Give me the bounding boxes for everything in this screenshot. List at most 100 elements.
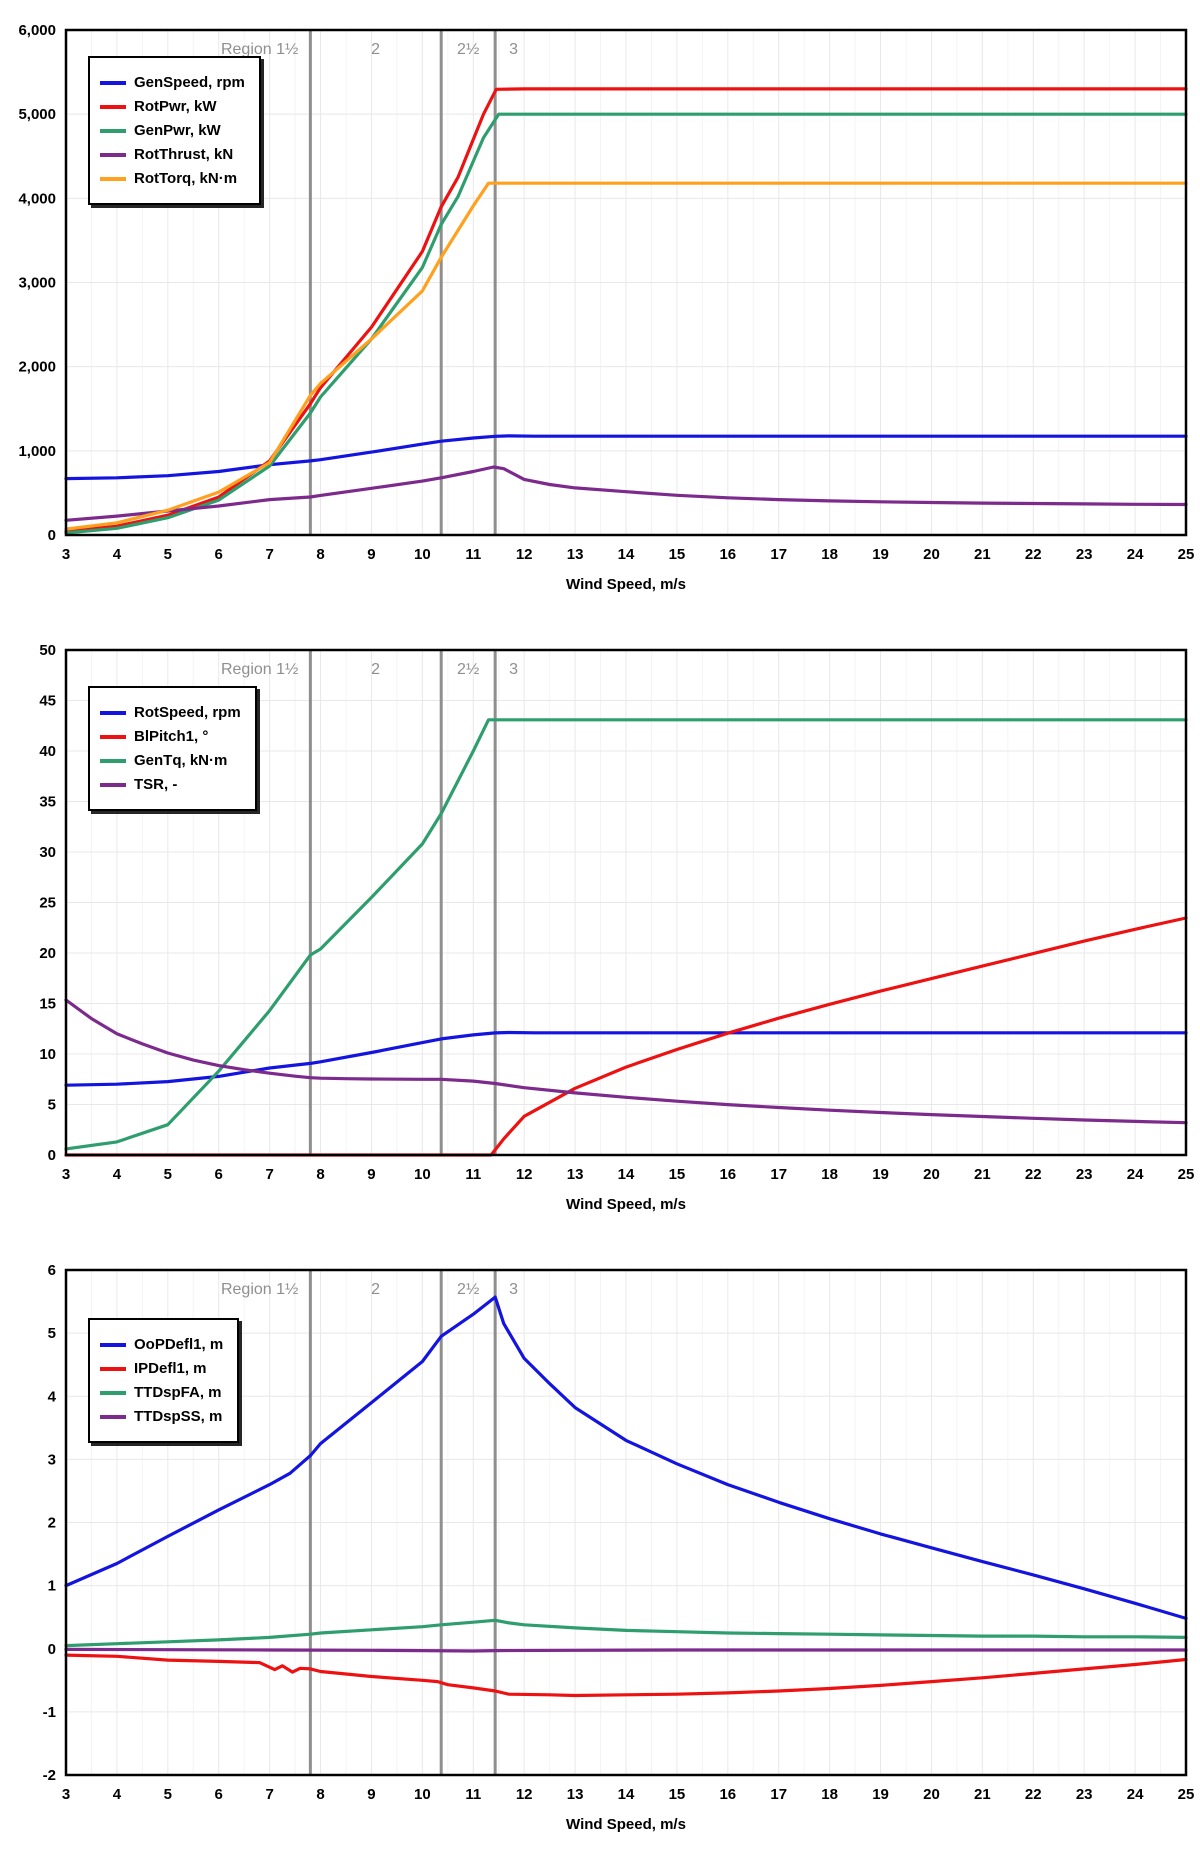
legend-swatch-OoPDefl1 [100, 1342, 126, 1347]
x-tick-label: 12 [516, 1786, 533, 1803]
legend-swatch-TTDspFA [100, 1390, 126, 1395]
legend-swatch-GenSpeed [100, 80, 126, 85]
y-tick-label: 4,000 [18, 190, 56, 207]
x-tick-label: 16 [719, 1786, 736, 1803]
x-tick-label: 18 [821, 1786, 838, 1803]
plot-border [64, 1268, 1188, 1777]
x-tick-label: 25 [1178, 1786, 1195, 1803]
legend-label-GenPwr: GenPwr, kW [134, 122, 221, 139]
x-tick-label: 18 [821, 1166, 838, 1183]
series-RotPwr [64, 87, 1188, 534]
x-tick-label: 10 [414, 546, 431, 563]
legend-swatch-RotTorq [100, 176, 126, 181]
legend-swatch-GenTq [100, 758, 126, 763]
x-tick-label: 23 [1076, 1786, 1093, 1803]
x-tick-label: 7 [265, 546, 273, 563]
x-tick-label: 19 [872, 1166, 889, 1183]
chart-1-legend: GenSpeed, rpm RotPwr, kW GenPwr, kW RotThru… [88, 56, 261, 205]
region-label: Region 1½ [221, 661, 298, 678]
legend-label-BlPitch1: BlPitch1, ° [134, 728, 209, 745]
x-tick-label: 21 [974, 1166, 991, 1183]
y-tick-label: 5 [48, 1325, 56, 1342]
x-tick-label: 20 [923, 546, 940, 563]
region-label: 3 [509, 1281, 518, 1298]
y-tick-label: 4 [48, 1388, 57, 1405]
x-tick-label: 14 [618, 1786, 635, 1803]
x-tick-label: 23 [1076, 546, 1093, 563]
x-tick-label: 24 [1127, 1166, 1144, 1183]
legend-label-TTDspSS: TTDspSS, m [134, 1408, 223, 1425]
x-tick-label: 11 [465, 1166, 481, 1183]
legend-label-RotPwr: RotPwr, kW [134, 98, 217, 115]
chart-deflections: -2 -1 0 1 2 3 4 5 6 3 4 5 6 7 8 9 10 11 12 13 14 15 16 17 18 19 20… [0, 1240, 1200, 1860]
series-BlPitch1 [64, 916, 1188, 1157]
x-tick-label: 7 [265, 1166, 273, 1183]
legend-swatch-RotThrust [100, 152, 126, 157]
y-tick-label: 10 [39, 1046, 56, 1063]
x-tick-label: 11 [465, 1786, 481, 1803]
legend-label-GenSpeed: GenSpeed, rpm [134, 74, 245, 91]
legend-item-GenSpeed: GenSpeed, rpm [100, 74, 245, 91]
y-tick-label: 2,000 [18, 359, 56, 376]
x-tick-label: 15 [669, 1786, 686, 1803]
legend-swatch-TTDspSS [100, 1414, 126, 1419]
x-tick-label: 21 [974, 1786, 991, 1803]
x-tick-label: 12 [516, 1166, 533, 1183]
legend-swatch-IPDefl1 [100, 1366, 126, 1371]
series-RotSpeed [64, 1030, 1188, 1087]
series-GenSpeed [64, 434, 1188, 481]
x-tick-label: 8 [316, 1166, 324, 1183]
y-tick-label: 0 [48, 1147, 56, 1164]
legend-item-BlPitch1: BlPitch1, ° [100, 728, 241, 745]
x-tick-label: 3 [62, 1786, 70, 1803]
region-label: Region 1½ [221, 41, 298, 58]
x-tick-label: 16 [719, 546, 736, 563]
y-tick-label: 2 [48, 1515, 56, 1532]
x-tick-label: 24 [1127, 546, 1144, 563]
region-label: 3 [509, 661, 518, 678]
series-TTDspFA [64, 1618, 1188, 1648]
plot-border [64, 28, 1188, 537]
region-label: 2 [371, 41, 380, 58]
x-tick-label: 19 [872, 1786, 889, 1803]
x-tick-label: 17 [770, 546, 787, 563]
y-tick-label: 40 [39, 743, 56, 760]
legend-label-TTDspFA: TTDspFA, m [134, 1384, 222, 1401]
x-tick-label: 20 [923, 1166, 940, 1183]
x-tick-label: 9 [367, 546, 375, 563]
y-tick-label: 1,000 [18, 443, 56, 460]
chart-2-x-axis-title: Wind Speed, m/s [566, 1196, 686, 1213]
x-tick-label: 23 [1076, 1166, 1093, 1183]
x-tick-label: 14 [618, 1166, 635, 1183]
region-label: 2½ [457, 1281, 479, 1298]
y-tick-label: 3 [48, 1451, 56, 1468]
y-tick-label: 6,000 [18, 22, 56, 39]
legend-label-RotTorq: RotTorq, kN·m [134, 170, 238, 187]
legend-label-IPDefl1: IPDefl1, m [134, 1360, 207, 1377]
x-tick-label: 3 [62, 1166, 70, 1183]
x-tick-label: 15 [669, 546, 686, 563]
series-RotTorq [64, 181, 1188, 531]
legend-item-RotPwr: RotPwr, kW [100, 98, 245, 115]
x-tick-label: 8 [316, 546, 324, 563]
x-tick-label: 22 [1025, 1166, 1042, 1183]
x-tick-label: 17 [770, 1786, 787, 1803]
legend-label-TSR: TSR, - [134, 776, 178, 793]
legend-item-TTDspSS: TTDspSS, m [100, 1408, 223, 1425]
legend-item-RotSpeed: RotSpeed, rpm [100, 704, 241, 721]
legend-swatch-BlPitch1 [100, 734, 126, 739]
legend-item-IPDefl1: IPDefl1, m [100, 1360, 223, 1377]
series-TSR [64, 998, 1188, 1125]
legend-item-GenTq: GenTq, kN·m [100, 752, 241, 769]
x-tick-label: 25 [1178, 546, 1195, 563]
legend-label-OoPDefl1: OoPDefl1, m [134, 1336, 224, 1353]
y-tick-label: 15 [39, 996, 56, 1013]
y-tick-label: 5 [48, 1097, 56, 1114]
y-tick-label: 0 [48, 1641, 56, 1658]
chart-3-x-axis-title: Wind Speed, m/s [566, 1816, 686, 1833]
y-tick-label: 45 [39, 693, 56, 710]
x-tick-label: 16 [719, 1166, 736, 1183]
x-tick-label: 10 [414, 1786, 431, 1803]
x-tick-label: 10 [414, 1166, 431, 1183]
legend-swatch-RotPwr [100, 104, 126, 109]
